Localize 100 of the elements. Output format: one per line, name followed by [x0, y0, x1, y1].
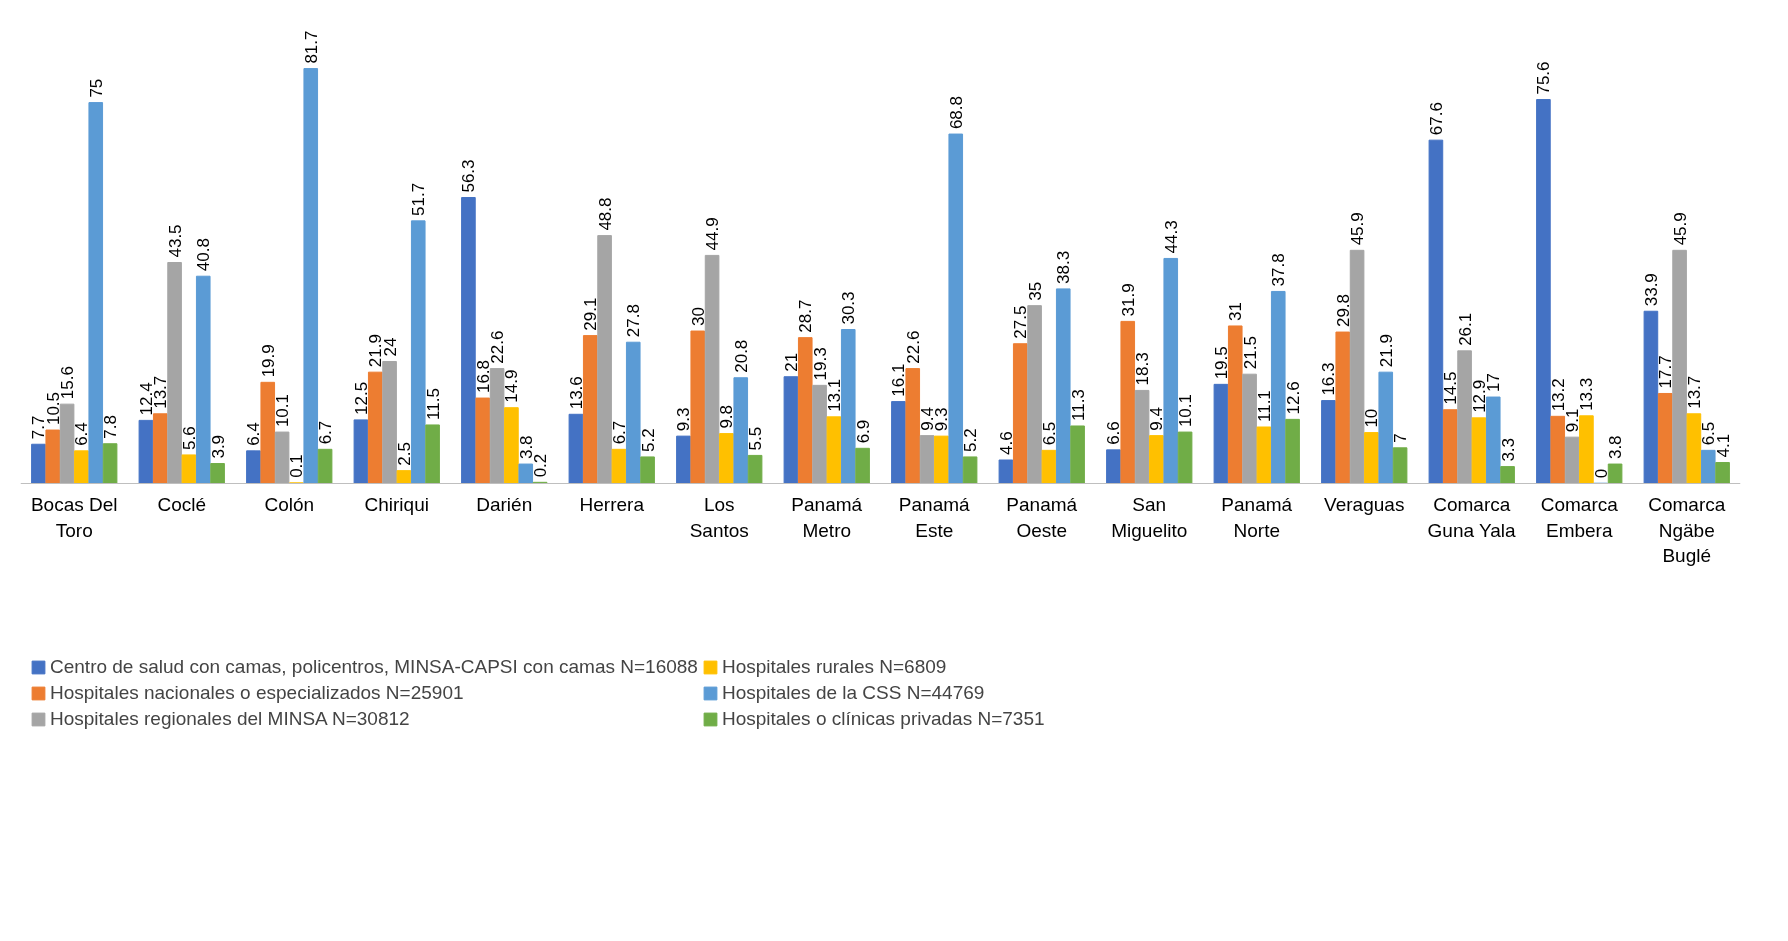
data-label: 67.6 [1426, 102, 1446, 136]
x-tick-label: San Miguelito [1111, 494, 1188, 541]
data-label: 40.8 [194, 238, 214, 272]
data-label: 81.7 [301, 30, 321, 64]
data-label: 38.3 [1054, 250, 1074, 284]
data-label: 18.3 [1133, 352, 1153, 386]
data-label: 3.9 [208, 434, 228, 459]
data-label: 16.1 [889, 363, 909, 397]
data-label: 5.5 [746, 426, 766, 451]
data-label: 6.4 [244, 422, 264, 446]
x-tick-label: Comarca Embera [1540, 494, 1619, 541]
data-label: 17.7 [1656, 355, 1676, 389]
data-label: 10.1 [1176, 393, 1196, 428]
data-label: 13.7 [151, 375, 171, 409]
data-label: 3.8 [1606, 435, 1626, 460]
data-label: 6.6 [1104, 421, 1124, 445]
data-label: 33.9 [1641, 273, 1661, 307]
data-label: 13.6 [566, 376, 586, 410]
data-label: 31 [1226, 302, 1246, 321]
x-tick-label: Coclé [157, 494, 207, 516]
x-tick-label: Colón [264, 494, 315, 516]
data-label: 44.3 [1161, 220, 1181, 254]
legend-label: Hospitales o clínicas privadas N=7351 [721, 708, 1045, 730]
data-label: 5.2 [961, 428, 981, 452]
data-label: 13.7 [1684, 375, 1704, 409]
data-label: 75.6 [1534, 61, 1554, 95]
data-label: 24 [380, 337, 400, 357]
data-label: 14.5 [1441, 371, 1461, 405]
data-label: 13.3 [1577, 377, 1597, 411]
x-tick-label: Panamá Norte [1221, 494, 1293, 541]
data-label: 0.1 [287, 454, 307, 478]
data-label: 75 [86, 78, 106, 98]
data-label: 7 [1391, 433, 1411, 443]
data-label: 27.5 [1011, 305, 1031, 339]
data-label: 10.1 [273, 393, 293, 428]
data-label: 19.9 [258, 344, 278, 378]
data-label: 6.7 [316, 420, 336, 445]
x-tick-label: Panamá Oeste [1006, 494, 1078, 541]
data-label: 10 [1362, 408, 1382, 428]
x-tick-label: Chiriqui [364, 494, 429, 516]
data-label: 20.8 [731, 339, 751, 373]
data-label: 19.5 [1211, 346, 1231, 380]
data-label: 44.9 [703, 217, 723, 251]
x-tick-label: Bocas Del Toro [30, 494, 118, 541]
data-label: 21.9 [1376, 334, 1396, 368]
x-tick-label: Comarca Ngäbe Buglé [1648, 494, 1726, 566]
data-label: 11.3 [1068, 389, 1088, 421]
data-label: 7.8 [101, 415, 121, 439]
data-label: 5.2 [638, 428, 658, 452]
data-label: 29.8 [1333, 293, 1353, 328]
data-label: 9.3 [674, 407, 694, 432]
data-label: 2.5 [394, 442, 414, 466]
data-label: 0 [1591, 468, 1611, 479]
x-tick-label: Veraguas [1324, 494, 1405, 516]
data-label: 16.3 [1319, 362, 1339, 396]
data-label: 6.5 [1039, 421, 1059, 446]
data-label: 21 [781, 352, 801, 372]
data-label: 37.8 [1269, 253, 1289, 287]
data-label: 11.1 [1254, 390, 1274, 423]
data-label: 45.9 [1670, 212, 1690, 246]
data-label: 27.8 [624, 304, 644, 338]
data-label: 28.7 [796, 299, 816, 333]
data-label: 48.8 [595, 197, 615, 231]
legend-label: Hospitales rurales N=6809 [721, 656, 947, 678]
legend-label: Hospitales nacionales o especializados N=25901 [50, 682, 464, 704]
data-label: 15.6 [58, 366, 78, 400]
data-label: 0.2 [531, 453, 551, 478]
data-label: 21.5 [1240, 336, 1260, 370]
data-label: 5.6 [179, 426, 199, 450]
x-tick-label: Herrera [579, 494, 645, 516]
data-label: 11.5 [423, 388, 443, 420]
data-label: 30.3 [839, 291, 859, 325]
data-label: 3.3 [1498, 437, 1518, 462]
legend-label: Centro de salud con camas, policentros, MINSA-CAPSI con camas N=16088 [50, 656, 698, 678]
data-label: 12.5 [351, 381, 371, 415]
data-label: 14.9 [502, 369, 522, 403]
x-tick-label: Comarca Guna Yala [1427, 494, 1517, 541]
data-label: 30 [688, 307, 708, 327]
data-label: 68.8 [946, 95, 966, 130]
data-label: 22.6 [488, 330, 508, 364]
data-label: 6.9 [853, 419, 873, 444]
data-label: 51.7 [409, 182, 429, 216]
x-tick-label: Los Santos [689, 494, 749, 541]
data-label: 19.3 [810, 347, 830, 381]
legend-label: Hospitales de la CSS N=44769 [721, 682, 985, 704]
x-tick-label: Panamá Este [898, 494, 971, 541]
data-label: 4.1 [1713, 433, 1733, 458]
data-label: 4.6 [996, 431, 1016, 456]
x-tick-label: Panamá Metro [791, 494, 863, 541]
data-label: 26.1 [1455, 312, 1475, 346]
data-label: 6.4 [72, 422, 92, 446]
data-label: 9.4 [1147, 407, 1167, 431]
x-tick-label: Darién [476, 494, 533, 516]
data-label: 22.6 [903, 330, 923, 364]
data-label: 9.8 [717, 404, 737, 429]
data-label: 31.9 [1118, 283, 1138, 317]
data-label: 35 [1025, 281, 1045, 301]
data-label: 43.5 [165, 224, 185, 258]
data-label: 6.7 [609, 420, 629, 445]
data-label: 12.6 [1283, 381, 1303, 415]
